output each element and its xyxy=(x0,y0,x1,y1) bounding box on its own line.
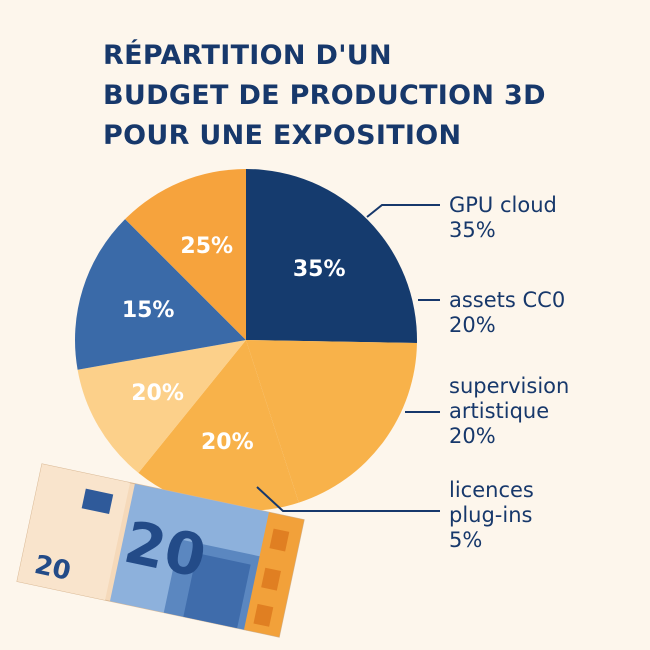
slice-percent-label: 20% xyxy=(131,381,184,406)
legend-label: 5% xyxy=(449,528,482,552)
pie-slice-unlabeled-5 xyxy=(125,169,246,340)
slice-percent-label: 25% xyxy=(180,234,233,259)
slice-percent-label: 35% xyxy=(293,257,346,282)
chart-title-line-1: RÉPARTITION D'UN xyxy=(103,40,392,71)
chart-title-line-2: BUDGET DE PRODUCTION 3D xyxy=(103,80,546,111)
pie-slice-supervision-artistique xyxy=(138,340,299,512)
pie-slice-labels: 35% 20% 20% 15% 25% xyxy=(122,234,346,455)
legend-label: 35% xyxy=(449,218,496,242)
legend-label: 20% xyxy=(449,313,496,337)
legend-label: GPU cloud xyxy=(449,193,557,217)
pie-slice-licences-plug-ins xyxy=(77,340,247,473)
euro-banknote-icon: 20 20 xyxy=(16,463,305,638)
chart-title: RÉPARTITION D'UN BUDGET DE PRODUCTION 3D… xyxy=(103,36,623,156)
legend-label: assets CC0 xyxy=(449,288,565,312)
slice-percent-label: 15% xyxy=(122,298,175,323)
leader-line xyxy=(366,204,440,218)
legend-label: licences xyxy=(449,478,534,502)
legend-label: supervision xyxy=(449,374,569,398)
pie-slices xyxy=(75,169,417,512)
legend-label: 20% xyxy=(449,424,496,448)
legend-label: artistique xyxy=(449,399,549,423)
chart-title-line-3: POUR UNE EXPOSITION xyxy=(103,120,462,151)
pie-slice-assets-cc0 xyxy=(246,340,417,503)
banknote-value: 20 xyxy=(119,508,212,591)
banknote-corner-value: 20 xyxy=(32,550,74,587)
slice-percent-label: 20% xyxy=(201,430,254,455)
legend-label: plug-ins xyxy=(449,503,532,527)
pie-slice-gpu-cloud xyxy=(246,169,417,343)
leader-line xyxy=(256,486,440,512)
pie-slice-unlabeled-4 xyxy=(75,219,247,370)
